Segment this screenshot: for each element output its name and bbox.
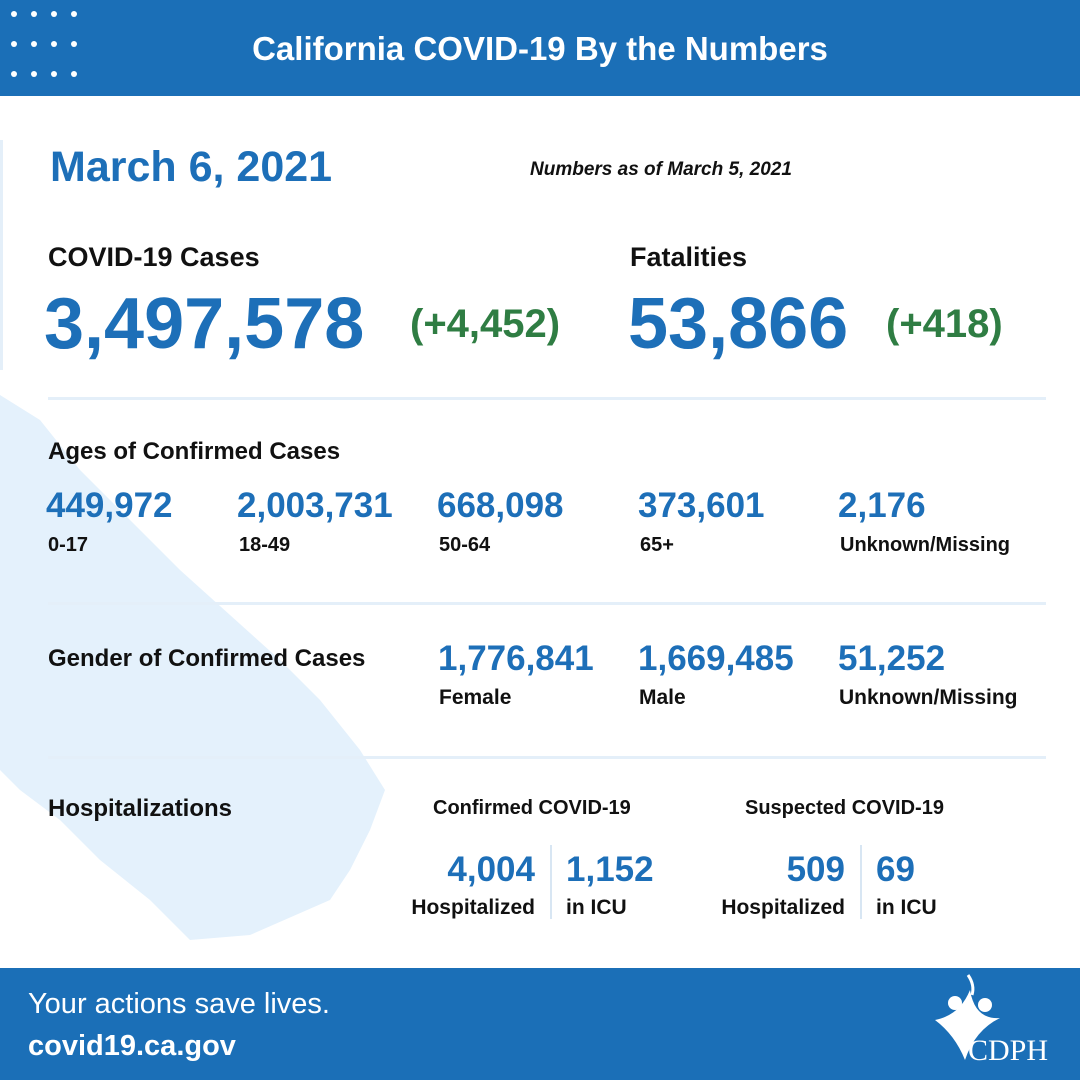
ages-title: Ages of Confirmed Cases xyxy=(48,438,341,465)
confirmed-hospitalized-value: 4,004 xyxy=(447,850,535,889)
california-shape xyxy=(0,395,385,940)
logo-text: CDPH xyxy=(968,1034,1049,1067)
suspected-title: Suspected COVID-19 xyxy=(745,797,944,819)
cases-label: COVID-19 Cases xyxy=(48,242,260,272)
footer-bar xyxy=(0,968,1080,1080)
dots xyxy=(11,11,77,77)
fatalities-change: (+418) xyxy=(886,302,1003,346)
suspected-hospitalized-value: 509 xyxy=(786,850,845,889)
as-of: Numbers as of March 5, 2021 xyxy=(530,159,792,180)
gender-value: 1,669,485 xyxy=(638,639,794,678)
date: March 6, 2021 xyxy=(50,143,333,191)
fatalities-total: 53,866 xyxy=(628,284,849,364)
age-label: Unknown/Missing xyxy=(840,534,1010,556)
age-value: 449,972 xyxy=(46,486,173,525)
divider xyxy=(860,845,862,919)
age-value: 373,601 xyxy=(638,486,765,525)
confirmed-icu-value: 1,152 xyxy=(566,850,654,889)
gender-label: Male xyxy=(639,686,686,709)
hospitalizations-title: Hospitalizations xyxy=(48,795,233,822)
age-value: 2,176 xyxy=(838,486,926,525)
tagline: Your actions save lives. xyxy=(28,988,330,1020)
suspected-icu-label: in ICU xyxy=(876,896,937,919)
title: California COVID-19 By the Numbers xyxy=(252,30,828,67)
header-bar xyxy=(0,0,1080,96)
age-label: 65+ xyxy=(640,534,674,556)
age-label: 0-17 xyxy=(48,534,89,556)
logo-figures xyxy=(935,974,1000,1060)
divider xyxy=(550,845,552,919)
fatalities-label: Fatalities xyxy=(630,242,748,272)
gender-label: Unknown/Missing xyxy=(839,686,1018,709)
age-label: 50-64 xyxy=(439,534,491,556)
suspected-hospitalized-label: Hospitalized xyxy=(721,896,845,919)
confirmed-hospitalized-label: Hospitalized xyxy=(411,896,535,919)
separator xyxy=(48,756,1046,759)
cases-change: (+4,452) xyxy=(410,302,561,346)
separator xyxy=(48,397,1046,400)
edge-line xyxy=(0,140,3,370)
cases-total: 3,497,578 xyxy=(44,284,365,364)
url[interactable]: covid19.ca.gov xyxy=(28,1030,236,1062)
gender-value: 1,776,841 xyxy=(438,639,594,678)
gender-title: Gender of Confirmed Cases xyxy=(48,645,366,672)
suspected-icu-value: 69 xyxy=(876,850,915,889)
age-value: 668,098 xyxy=(437,486,564,525)
confirmed-title: Confirmed COVID-19 xyxy=(433,797,631,819)
gender-value: 51,252 xyxy=(838,639,946,678)
confirmed-icu-label: in ICU xyxy=(566,896,627,919)
age-value: 2,003,731 xyxy=(237,486,393,525)
gender-label: Female xyxy=(439,686,512,709)
separator xyxy=(48,602,1046,605)
age-label: 18-49 xyxy=(239,534,291,556)
